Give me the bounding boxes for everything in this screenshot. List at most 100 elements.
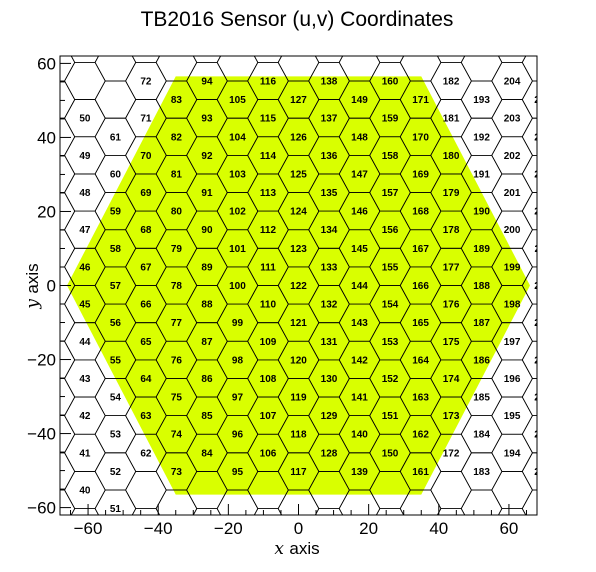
cell-id-label: 185 [473,393,490,404]
cell-id-label: 50 [79,114,91,125]
cell-id-label: 190 [473,207,490,218]
cell-id-label: 83 [171,95,183,106]
hex-cell [521,378,537,417]
cell-id-label: 121 [290,318,307,329]
cell-id-label: 135 [321,188,338,199]
cell-id-label: 25 [18,225,30,236]
cell-id-label: 147 [351,169,368,180]
cell-id-label: 129 [321,411,338,422]
cell-id-label: 98 [232,355,244,366]
cell-id-label: 178 [443,225,460,236]
cell-id-label: 124 [290,207,307,218]
hex-cell [521,80,537,119]
cell-id-label: 224 [565,151,582,162]
cell-id-label: 64 [140,374,152,385]
cell-id-label: 202 [504,151,521,162]
cell-id-label: 19 [18,448,30,459]
cell-id-label: 128 [321,448,338,459]
cell-id-label: 52 [110,467,122,478]
cell-id-label: 179 [443,188,460,199]
cell-id-label: 58 [110,244,122,255]
cell-id-label: 168 [412,207,429,218]
cell-id-label: 95 [232,467,244,478]
cell-id-label: 85 [201,411,213,422]
cell-labels: 6789101112131415161718192021222324252627… [18,76,582,515]
cell-id-label: 212 [534,207,551,218]
cell-id-label: 49 [79,151,91,162]
cell-id-label: 226 [565,76,582,87]
cell-id-label: 110 [260,300,277,311]
cell-id-label: 53 [110,430,122,441]
cell-id-label: 170 [412,132,429,143]
hex-cell [521,489,537,515]
cell-id-label: 186 [473,355,490,366]
cell-id-label: 71 [140,114,152,125]
cell-id-label: 65 [140,337,152,348]
cell-id-label: 118 [290,430,307,441]
cell-id-label: 155 [382,262,399,273]
cell-id-label: 51 [110,504,122,515]
cell-id-label: 139 [351,467,368,478]
cell-id-label: 62 [140,448,152,459]
cell-id-label: 92 [201,151,213,162]
hex-cell [521,229,537,268]
x-axis-word: axis [289,539,319,558]
cell-id-label: 79 [171,244,183,255]
y-axis-symbol: y [23,299,43,310]
cell-id-label: 163 [412,393,429,404]
cell-id-label: 105 [229,95,246,106]
cell-id-label: 183 [473,467,490,478]
cell-id-label: 215 [534,95,551,106]
cell-id-label: 42 [79,411,91,422]
cell-id-label: 149 [351,95,368,106]
cell-id-label: 213 [534,169,551,180]
cell-id-label: 74 [171,430,183,441]
cell-id-label: 82 [171,132,183,143]
y-tick-label: −40 [27,425,56,444]
cell-id-label: 56 [110,318,122,329]
cell-id-label: 177 [443,262,460,273]
cell-id-label: 136 [321,151,338,162]
cell-id-label: 160 [382,76,399,87]
y-tick-label: 0 [47,277,56,296]
cell-id-label: 116 [260,76,277,87]
cell-id-label: 96 [232,430,244,441]
cell-id-label: 27 [18,151,30,162]
cell-id-label: 120 [290,355,307,366]
cell-id-label: 206 [534,430,551,441]
hex-cell [521,303,537,342]
cell-id-label: 80 [171,207,183,218]
cell-id-label: 165 [412,318,429,329]
cell-id-label: 76 [171,355,183,366]
cell-id-label: 225 [565,114,582,125]
plot-area: 6789101112131415161718192021222324252627… [18,56,582,515]
cell-id-label: 158 [382,151,399,162]
cell-id-label: 68 [140,225,152,236]
y-axis-word: axis [23,263,42,293]
cell-id-label: 209 [534,318,551,329]
cell-id-label: 154 [382,300,399,311]
x-axis: −60 −40 −20 0 20 40 60 [70,504,527,538]
y-tick-label: −60 [27,499,56,518]
hex-cell [521,452,537,491]
cell-id-label: 36 [49,244,61,255]
y-tick-label: 20 [37,202,56,221]
cell-id-label: 134 [321,225,338,236]
cell-id-label: 148 [351,132,368,143]
cell-id-label: 161 [412,467,429,478]
cell-id-label: 41 [79,448,91,459]
cell-id-label: 150 [382,448,399,459]
hexagon-grid [60,56,537,515]
cell-id-label: 133 [321,262,338,273]
cell-id-label: 103 [229,169,246,180]
cell-id-label: 91 [201,188,213,199]
cell-id-label: 137 [321,114,338,125]
cell-id-label: 97 [232,393,244,404]
cell-id-label: 69 [140,188,152,199]
cell-id-label: 20 [18,411,30,422]
cell-id-label: 60 [110,169,122,180]
cell-id-label: 48 [79,188,91,199]
cell-id-label: 169 [412,169,429,180]
cell-id-label: 45 [79,300,91,311]
